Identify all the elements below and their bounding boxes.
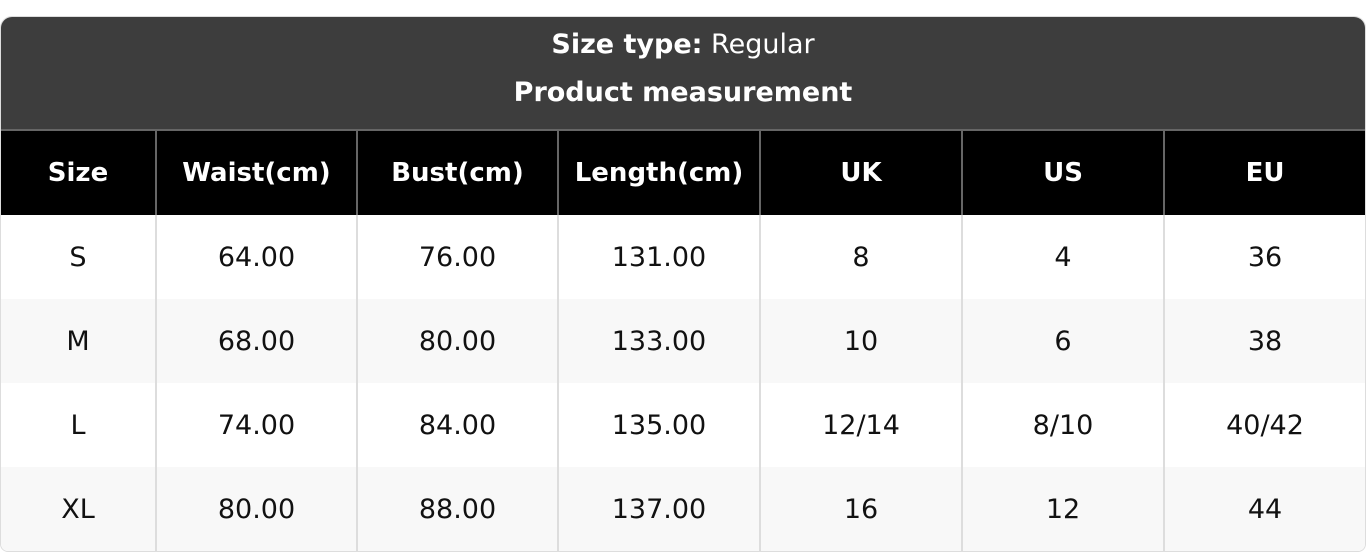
- table-cell: 131.00: [557, 215, 760, 299]
- table-cell: XL: [1, 467, 156, 551]
- measurement-table: Size Waist(cm) Bust(cm) Length(cm) UK US EU S 6…: [1, 129, 1365, 551]
- table-cell: 44: [1163, 467, 1365, 551]
- table-cell: 88.00: [356, 467, 558, 551]
- column-header: EU: [1163, 129, 1365, 215]
- table-cell: 12/14: [759, 383, 962, 467]
- table-row: XL 80.00 88.00 137.00 16 12 44: [1, 467, 1365, 551]
- table-cell: 64.00: [155, 215, 357, 299]
- size-type: Size type: Regular: [1, 17, 1365, 73]
- table-cell: 133.00: [557, 299, 760, 383]
- table-cell: L: [70, 409, 86, 441]
- column-header: Length(cm): [557, 129, 760, 215]
- size-chart: Size type: Regular Product measurement S…: [0, 16, 1366, 552]
- table-cell: S: [69, 241, 87, 273]
- table-cell: 16: [759, 467, 962, 551]
- table-cell: 68.00: [155, 299, 357, 383]
- table-header-row: Size Waist(cm) Bust(cm) Length(cm) UK US EU: [1, 129, 1365, 215]
- table-cell: 40/42: [1163, 383, 1365, 467]
- column-header: Waist(cm): [155, 129, 357, 215]
- table-row: M 68.00 80.00 133.00 10 6 38: [1, 299, 1365, 383]
- table-cell: 135.00: [557, 383, 760, 467]
- table-cell: 76.00: [356, 215, 558, 299]
- column-header: Size: [1, 129, 156, 215]
- table-cell: 6: [961, 299, 1164, 383]
- size-type-label: Size type:: [551, 29, 703, 60]
- table-cell: 84.00: [356, 383, 558, 467]
- column-header: US: [961, 129, 1164, 215]
- table-cell: 4: [961, 215, 1164, 299]
- size-type-value: Regular: [711, 29, 815, 60]
- table-cell: 38: [1163, 299, 1365, 383]
- table-cell: 10: [759, 299, 962, 383]
- table-cell: 137.00: [557, 467, 760, 551]
- table-cell: 80.00: [356, 299, 558, 383]
- column-header: Bust(cm): [356, 129, 558, 215]
- table-cell: 74.00: [155, 383, 357, 467]
- table-cell: 12: [961, 467, 1164, 551]
- column-header: UK: [759, 129, 962, 215]
- table-cell: 8/10: [961, 383, 1164, 467]
- table-cell: 36: [1163, 215, 1365, 299]
- table-cell: M: [1, 299, 156, 383]
- subtitle: Product measurement: [513, 77, 853, 108]
- table-cell: 8: [759, 215, 962, 299]
- table-cell: 80.00: [155, 467, 357, 551]
- table-row: L 74.00 84.00 135.00 12/14 8/10 40/42: [1, 383, 1365, 467]
- table-row: S 64.00 76.00 131.00 8 4 36: [1, 215, 1365, 299]
- size-chart-header: Size type: Regular Product measurement: [1, 17, 1365, 129]
